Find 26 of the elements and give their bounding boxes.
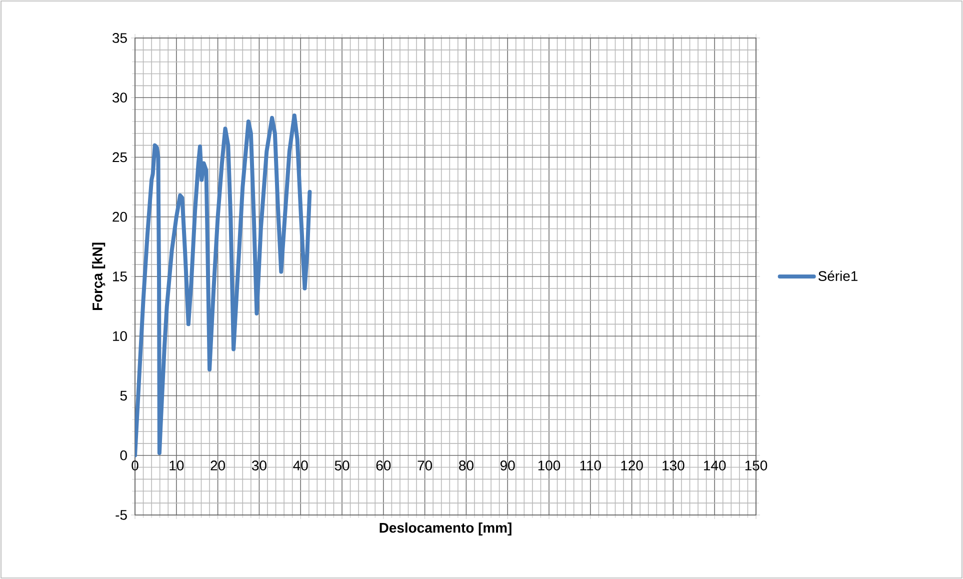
x-tick-label: 130 [662,460,684,470]
y-tick-label: 30 [112,92,127,103]
y-tick-label: 5 [120,390,127,401]
y-tick-label: 35 [112,33,127,43]
x-tick-label: 100 [538,460,560,470]
x-tick-label: 110 [580,460,601,470]
x-tick-label: 20 [210,460,226,470]
x-tick-label: 90 [500,460,515,470]
y-tick-label: -5 [116,510,127,520]
x-tick-label: 40 [293,460,308,470]
y-tick-label: 20 [112,212,127,222]
x-tick-label: 80 [459,460,474,470]
y-tick-label: 15 [113,272,127,282]
y-tick-label: 0 [120,450,127,460]
x-axis-title: Deslocamento [mm] [380,522,512,536]
y-axis-title: Força [kN] [92,242,106,310]
y-tick-label: 25 [112,152,127,162]
legend-label: Série1 [818,270,858,282]
x-tick-label: 30 [252,460,266,470]
x-tick-label: 50 [334,460,350,470]
x-tick-label: 10 [170,460,184,470]
x-tick-label: 140 [704,460,726,470]
x-tick-label: 120 [621,460,643,470]
y-tick-label: 10 [113,331,127,342]
x-tick-label: 60 [376,460,391,470]
x-tick-label: 70 [418,460,432,470]
